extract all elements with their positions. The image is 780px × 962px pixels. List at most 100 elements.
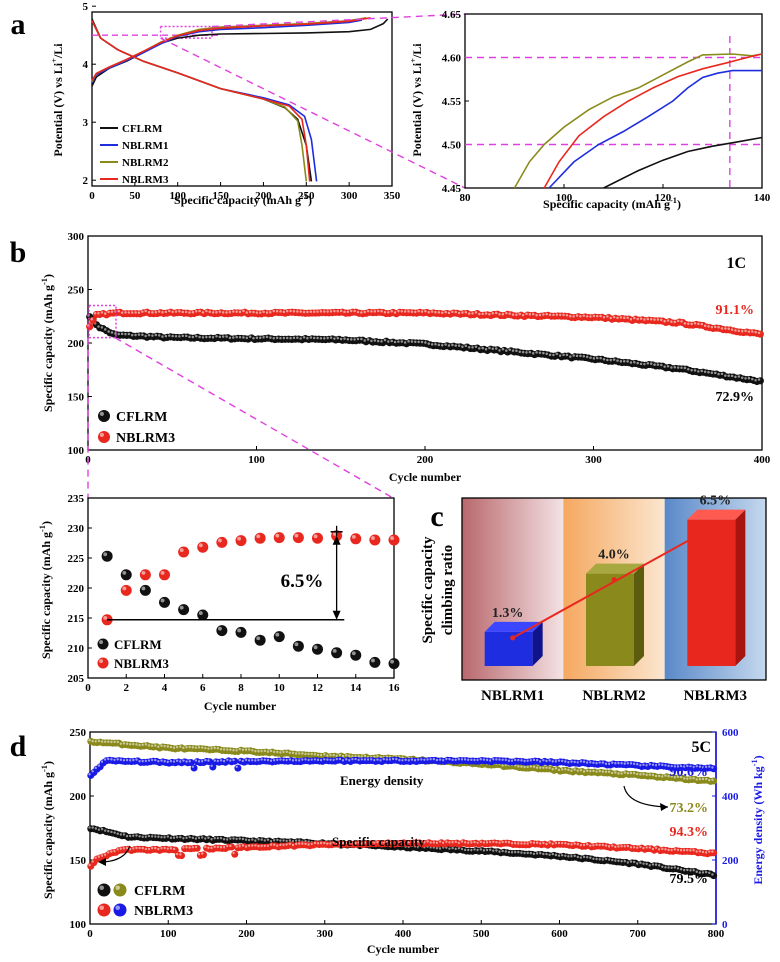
data-point-NBLRM3-energy-shine (119, 758, 123, 762)
data-point-NBLRM3-shine (690, 322, 693, 326)
data-point-NBLRM3-capacity-shine (642, 846, 645, 850)
data-point-CFLRM-shine (380, 340, 383, 343)
data-point-NBLRM3-energy-shine (326, 758, 329, 761)
data-point-NBLRM3-shine (414, 310, 417, 314)
data-point-NBLRM3-energy-shine (103, 758, 107, 761)
data-point-NBLRM3-shine (498, 313, 501, 316)
data-point-CFLRM-energy-shine (532, 765, 536, 768)
y2-tick-label: 200 (722, 855, 739, 867)
data-point-CFLRM-shine (117, 332, 121, 336)
data-point-CFLRM-capacity-shine (266, 838, 270, 841)
data-point-CFLRM-body (197, 609, 209, 621)
data-point-CFLRM-capacity-shine (188, 835, 191, 839)
data-point-NBLRM3-capacity-shine (413, 840, 417, 843)
data-point-NBLRM3-capacity-shine (379, 841, 382, 844)
data-point-NBLRM3-shine (676, 319, 680, 323)
data-point-CFLRM-shine (97, 325, 100, 328)
data-point-CFLRM-capacity-shine (279, 839, 282, 842)
data-point-NBLRM3-shine (488, 313, 491, 316)
data-point-CFLRM-energy-shine (319, 753, 323, 757)
data-point-CFLRM-energy-shine (119, 742, 123, 745)
data-point-NBLRM3-capacity-shine (147, 847, 151, 851)
data-point-CFLRM-energy-shine (376, 755, 379, 758)
data-point-NBLRM3-body (235, 535, 247, 547)
data-point-CFLRM-energy-shine (573, 768, 576, 771)
data-point-NBLRM3-energy-shine (592, 761, 595, 765)
data-point-NBLRM3-shine (97, 311, 100, 315)
data-point-CFLRM-shine (164, 334, 168, 338)
data-point-NBLRM3-capacity-shine (301, 842, 304, 845)
data-point-NBLRM3-body (178, 546, 190, 558)
data-point-CFLRM-capacity-shine (229, 837, 232, 840)
data-point-NBLRM3-shine (272, 309, 276, 313)
data-point-CFLRM-energy-shine (185, 746, 188, 749)
data-point-CFLRM-shine (622, 359, 626, 363)
data-point-NBLRM3-energy-shine (216, 759, 220, 763)
data-point-NBLRM3-shine (639, 317, 643, 320)
data-point-NBLRM3-shine (491, 311, 495, 315)
data-point-NBLRM3-capacity-shine (445, 840, 448, 843)
data-point-NBLRM3-energy-shine (432, 757, 436, 761)
data-point-CFLRM-capacity-shine (454, 847, 457, 851)
data-point-CFLRM-shine (296, 336, 299, 340)
data-point-NBLRM3-capacity-shine (100, 854, 104, 857)
data-point-NBLRM3-energy-shine (401, 759, 404, 762)
data-point-NBLRM3-shine (535, 314, 538, 317)
data-point-NBLRM3-capacity-shine (485, 841, 489, 844)
data-point-CFLRM-shine (363, 339, 367, 342)
data-point-NBLRM3-energy-shine (235, 765, 238, 769)
data-point-CFLRM-energy-shine (135, 743, 138, 746)
data-point-CFLRM-shine (336, 336, 340, 340)
data-point-CFLRM-shine (565, 353, 569, 357)
data-point-NBLRM3-shine (225, 311, 228, 314)
data-point-CFLRM-shine (474, 345, 478, 349)
data-point-NBLRM3-shine (309, 310, 313, 314)
data-point-NBLRM3-capacity-shine (654, 846, 658, 850)
data-point-CFLRM-capacity-shine (642, 862, 645, 865)
data-point-CFLRM-energy-shine (276, 750, 279, 754)
data-point-NBLRM3-energy-shine (454, 758, 457, 762)
data-point-NBLRM3-energy-shine (144, 759, 148, 763)
data-point-CFLRM-shine (181, 334, 185, 338)
data-point-CFLRM-shine (454, 344, 458, 347)
data-point-CFLRM-shine (316, 336, 319, 340)
data-point-NBLRM3-capacity-body (710, 849, 718, 857)
data-point-NBLRM3-shine (371, 536, 375, 540)
data-point-NBLRM3-energy-shine (548, 759, 551, 762)
data-point-NBLRM3-shine (147, 311, 151, 314)
data-point-CFLRM-energy-shine (654, 774, 658, 778)
data-point-CFLRM-energy-shine (323, 753, 326, 756)
data-point-NBLRM3-shine (390, 310, 393, 313)
data-point-NBLRM3-energy-shine (163, 760, 166, 763)
data-point-CFLRM-shine (579, 354, 582, 358)
data-point-NBLRM3-capacity-shine (335, 841, 339, 845)
data-point-NBLRM3-energy-shine (607, 762, 611, 766)
charge-curve-NBLRM3 (91, 17, 371, 81)
data-point-CFLRM-shine (275, 336, 279, 340)
data-point-NBLRM3-shine (494, 311, 498, 315)
data-point-CFLRM-capacity-shine (632, 860, 636, 864)
data-point-NBLRM3-capacity-shine (476, 841, 479, 845)
data-point-NBLRM3-shine (558, 313, 562, 317)
data-point-NBLRM3-capacity-shine (482, 841, 486, 844)
data-point-CFLRM-energy-shine (708, 778, 711, 782)
data-point-NBLRM3-shine (312, 310, 316, 314)
data-point-NBLRM3-capacity-shine (282, 843, 285, 847)
data-point-NBLRM3-energy-shine (138, 759, 141, 763)
data-point-CFLRM-capacity-shine (210, 837, 213, 841)
data-point-NBLRM3 (369, 534, 381, 546)
data-point-CFLRM-shine (542, 351, 545, 355)
data-point-CFLRM-energy-shine (197, 746, 201, 749)
data-point-NBLRM3-shine (481, 312, 484, 316)
data-point-NBLRM3-energy-shine (523, 759, 526, 763)
data-point-NBLRM3-capacity-shine (351, 842, 354, 845)
data-point-NBLRM3-energy-shine (654, 764, 658, 767)
data-point-CFLRM-capacity-shine (222, 837, 226, 841)
data-point-CFLRM-energy-shine (357, 755, 360, 758)
data-point-NBLRM3-energy-shine (495, 758, 498, 761)
data-point-NBLRM3-shine (619, 316, 623, 319)
data-point-NBLRM3-capacity-shine (545, 842, 548, 846)
data-point-CFLRM (235, 626, 247, 638)
panel-label-b: b (10, 236, 27, 269)
data-point-NBLRM3 (292, 532, 304, 544)
